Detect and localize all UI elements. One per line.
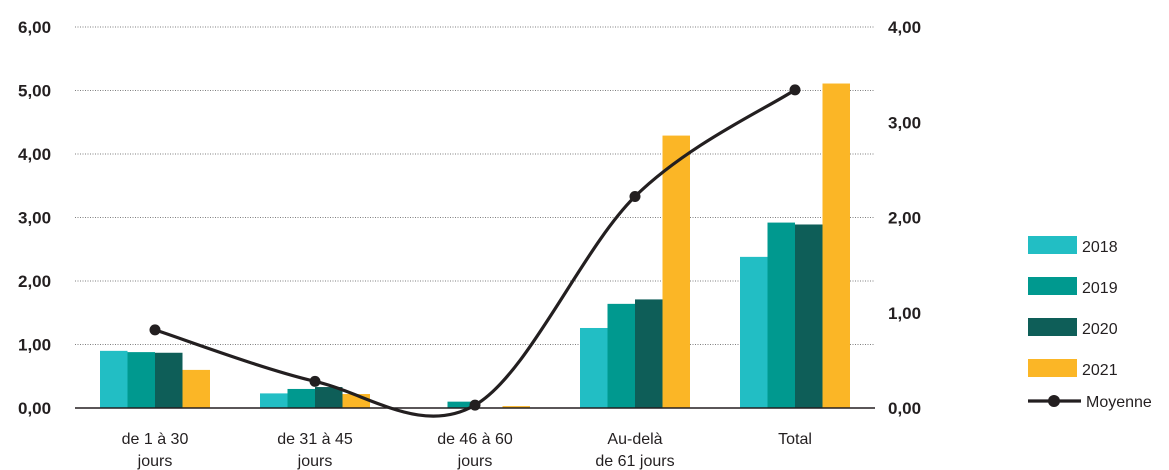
bar bbox=[662, 135, 690, 408]
line-point bbox=[149, 324, 161, 336]
y-left-tick-label: 1,00 bbox=[18, 336, 51, 355]
line-point bbox=[309, 375, 321, 387]
line-point bbox=[469, 399, 481, 411]
bar bbox=[740, 256, 768, 408]
legend-swatch bbox=[1028, 236, 1077, 254]
bar bbox=[635, 299, 663, 408]
bar bbox=[315, 387, 343, 408]
legend-line-marker bbox=[1048, 395, 1060, 407]
bar bbox=[767, 222, 795, 408]
x-category-label: Au-delà bbox=[607, 431, 662, 448]
y-right-tick-label: 4,00 bbox=[888, 18, 921, 37]
legend-label: 2020 bbox=[1082, 321, 1118, 338]
x-category-label: de 1 à 30 bbox=[122, 431, 189, 448]
bar bbox=[795, 224, 823, 408]
bar bbox=[447, 401, 475, 408]
x-category-label: jours bbox=[457, 453, 493, 470]
bar bbox=[155, 352, 183, 408]
x-category-label: de 31 à 45 bbox=[277, 431, 353, 448]
y-left-tick-label: 2,00 bbox=[18, 272, 51, 291]
bar bbox=[260, 393, 288, 408]
x-category-label: jours bbox=[297, 453, 333, 470]
x-category-label: de 61 jours bbox=[595, 453, 674, 470]
bar bbox=[100, 350, 128, 408]
legend-swatch bbox=[1028, 318, 1077, 336]
bar bbox=[580, 327, 608, 408]
x-category-label: Total bbox=[778, 431, 812, 448]
y-right-tick-label: 3,00 bbox=[888, 113, 921, 132]
legend-label: 2021 bbox=[1082, 362, 1118, 379]
y-right-tick-label: 1,00 bbox=[888, 304, 921, 323]
bar bbox=[182, 369, 210, 408]
y-left-tick-label: 3,00 bbox=[18, 209, 51, 228]
y-right-tick-label: 0,00 bbox=[888, 399, 921, 418]
bar bbox=[822, 83, 850, 408]
x-category-label: jours bbox=[137, 453, 173, 470]
line-point bbox=[789, 84, 801, 96]
y-left-tick-label: 6,00 bbox=[18, 18, 51, 37]
y-right-tick-label: 2,00 bbox=[888, 209, 921, 228]
line-point bbox=[629, 191, 641, 203]
x-category-label: de 46 à 60 bbox=[437, 431, 513, 448]
y-left-tick-label: 5,00 bbox=[18, 82, 51, 101]
bar bbox=[287, 388, 315, 408]
legend-label: Moyenne bbox=[1086, 394, 1152, 411]
bar bbox=[127, 352, 155, 408]
legend-swatch bbox=[1028, 277, 1077, 295]
legend-label: 2018 bbox=[1082, 239, 1118, 256]
bar bbox=[502, 406, 530, 408]
line-moyenne bbox=[154, 88, 796, 418]
legend-label: 2019 bbox=[1082, 280, 1118, 297]
legend-swatch bbox=[1028, 359, 1077, 377]
bar bbox=[607, 303, 635, 408]
y-left-tick-label: 4,00 bbox=[18, 145, 51, 164]
y-left-tick-label: 0,00 bbox=[18, 399, 51, 418]
